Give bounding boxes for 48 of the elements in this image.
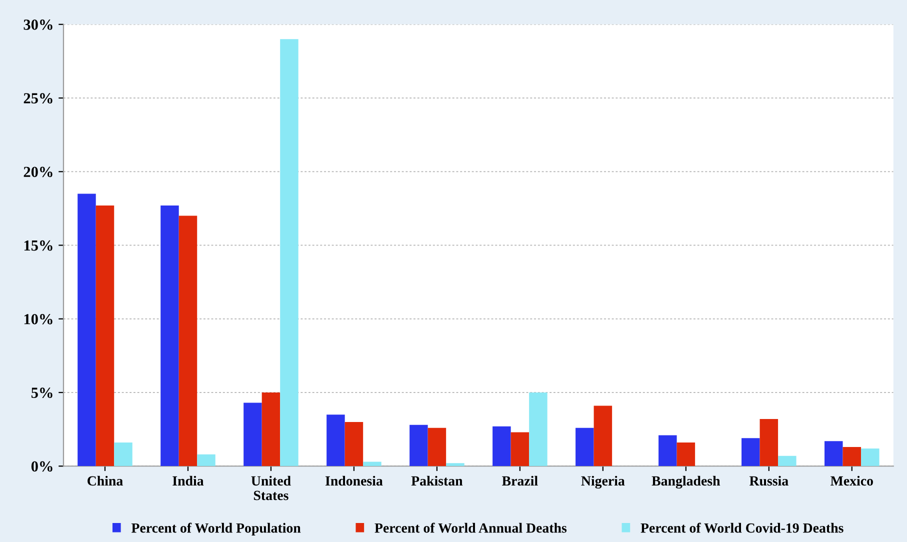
x-tick-label: Pakistan <box>411 476 463 486</box>
y-tick-label: 0% <box>31 461 52 472</box>
bar <box>594 406 612 466</box>
bar <box>428 428 446 466</box>
bar <box>344 422 364 466</box>
legend-label: Percent of World Population <box>131 522 301 536</box>
x-tick-label: India <box>172 476 204 486</box>
bar <box>529 392 548 466</box>
bar <box>778 456 796 466</box>
legend-label: Percent of World Covid-19 Deaths <box>640 522 844 533</box>
bar <box>446 463 464 466</box>
bar <box>658 435 677 466</box>
x-tick-label: Brazil <box>502 476 538 486</box>
y-tick-label: 10% <box>24 314 52 324</box>
bar <box>760 419 778 466</box>
bar <box>160 206 179 466</box>
y-tick-label: 25% <box>24 93 52 104</box>
y-tick-label: 5% <box>31 388 52 398</box>
bar <box>742 438 760 466</box>
x-tick-label: Mexico <box>830 476 873 486</box>
x-tick-label: Russia <box>749 476 788 486</box>
bar <box>78 194 96 466</box>
bar <box>492 426 511 466</box>
x-tick-label: Indonesia <box>325 476 383 486</box>
bar <box>576 428 594 466</box>
bar <box>861 448 880 466</box>
bar <box>676 442 696 466</box>
bar <box>363 462 382 466</box>
y-tick-label: 30% <box>24 20 52 30</box>
bar <box>824 441 843 466</box>
bar <box>262 392 280 466</box>
bar <box>96 206 114 466</box>
legend-label: Percent of World Annual Deaths <box>374 522 567 533</box>
x-tick-label: Nigeria <box>581 476 625 489</box>
bar <box>510 432 530 466</box>
bar <box>178 216 198 466</box>
bar <box>244 402 262 466</box>
bar <box>197 454 216 466</box>
x-tick-label: United States <box>251 476 291 500</box>
y-tick-label: 20% <box>24 166 52 178</box>
bar <box>114 442 132 466</box>
bar <box>410 424 428 466</box>
bar <box>842 446 862 466</box>
y-tick-label: 15% <box>24 240 52 251</box>
bar <box>280 39 298 466</box>
x-tick-label: China <box>88 476 123 486</box>
bar <box>326 414 345 466</box>
x-tick-label: Bangladesh <box>652 476 720 489</box>
